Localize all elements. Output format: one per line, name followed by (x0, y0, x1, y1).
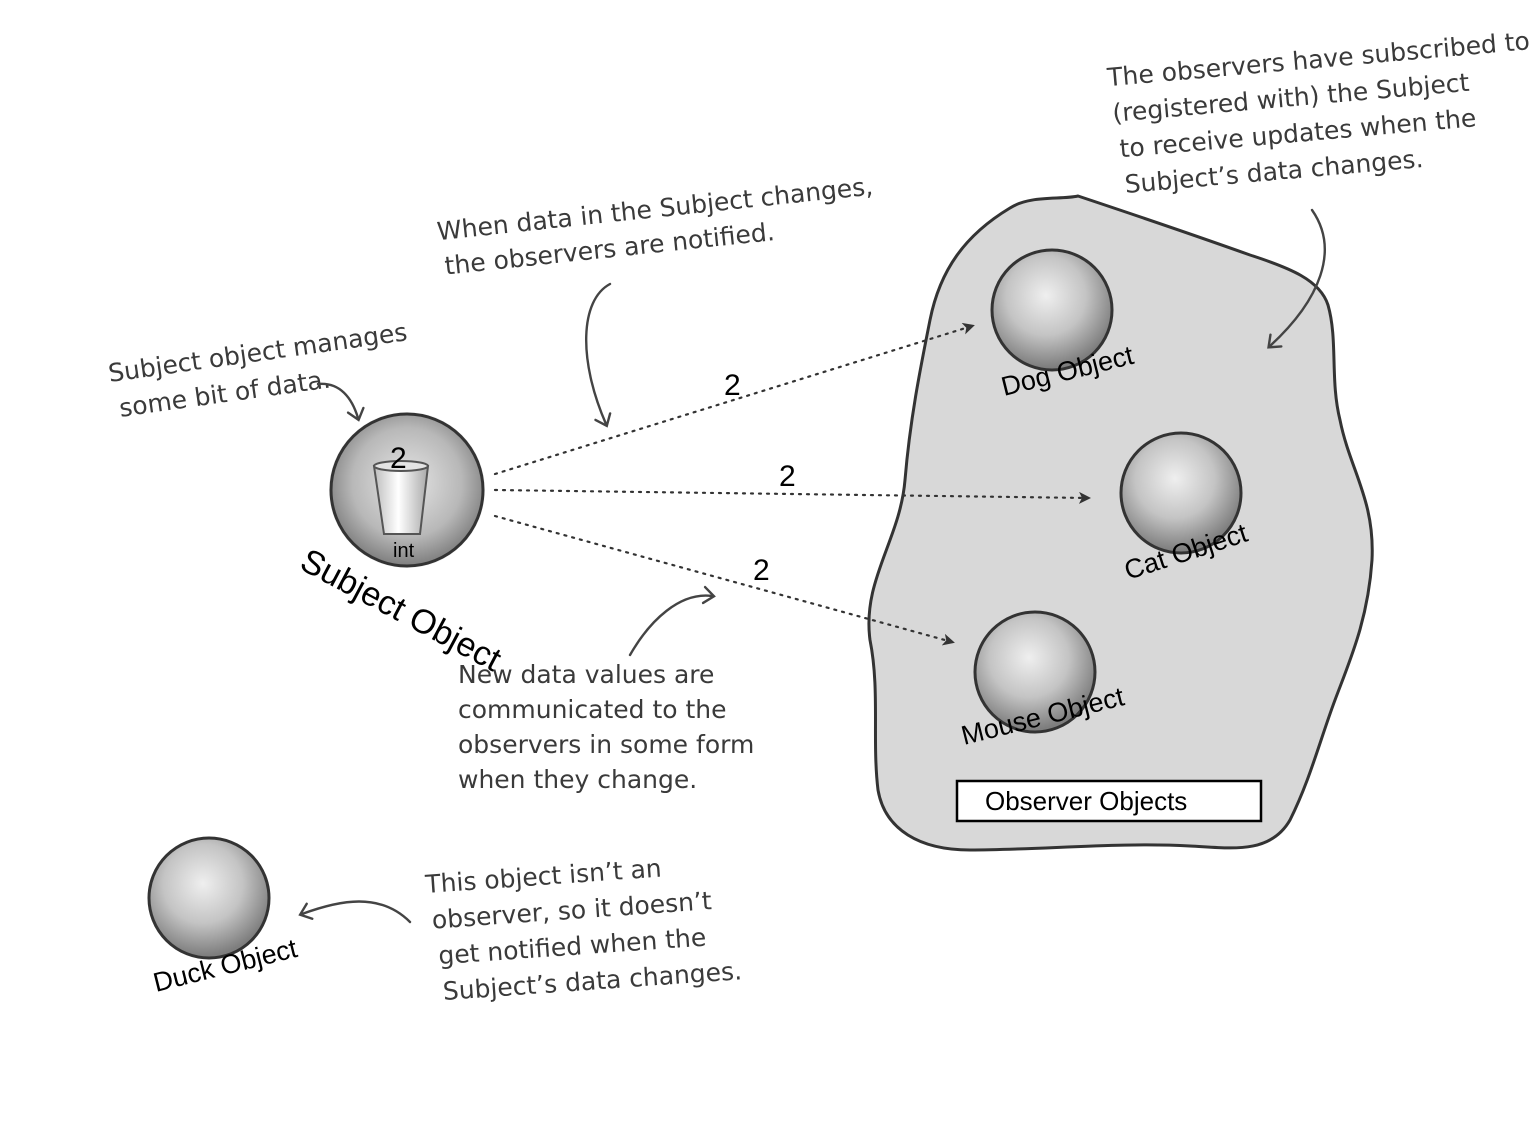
note-communicated: New data values are communicated to the … (458, 660, 754, 794)
value-label-mouse: 2 (753, 554, 770, 587)
observer-objects-label: Observer Objects (985, 786, 1187, 816)
curve-arrow-subscribed (1267, 208, 1326, 349)
arrow-to-dog (493, 322, 975, 476)
svg-text:observers in some form: observers in some form (458, 730, 754, 759)
note-subject-manages: Subject object manages some bit of data. (106, 317, 409, 422)
arrow-to-cat (493, 488, 1091, 504)
note-not-observer: This object isn’t an observer, so it doe… (423, 854, 742, 1006)
svg-text:when they change.: when they change. (458, 765, 697, 794)
arrow-to-mouse (493, 514, 955, 646)
curve-arrow-communicated (628, 585, 716, 657)
value-label-dog: 2 (724, 369, 741, 402)
cup-icon (372, 465, 430, 535)
curve-arrow-not-observer (298, 900, 412, 924)
svg-text:New data values are: New data values are (458, 660, 714, 689)
subject-object: 2 int (329, 412, 485, 568)
svg-text:communicated to the: communicated to the (458, 695, 727, 724)
mouse-object (973, 610, 1097, 734)
note-notified: When data in the Subject changes, the ob… (436, 172, 875, 281)
observer-group-blob (867, 194, 1374, 852)
cat-object (1119, 431, 1243, 555)
value-label-cat: 2 (779, 460, 796, 493)
note-subscribed: The observers have subscribed to (regist… (1105, 26, 1531, 199)
subject-value: 2 (390, 442, 407, 475)
observer-objects-box (955, 779, 1263, 823)
curve-arrow-subject-manages (316, 382, 365, 422)
dog-object (990, 248, 1114, 372)
duck-object (147, 836, 271, 960)
curve-arrow-notified (585, 282, 612, 428)
subject-type-label: int (393, 540, 415, 562)
